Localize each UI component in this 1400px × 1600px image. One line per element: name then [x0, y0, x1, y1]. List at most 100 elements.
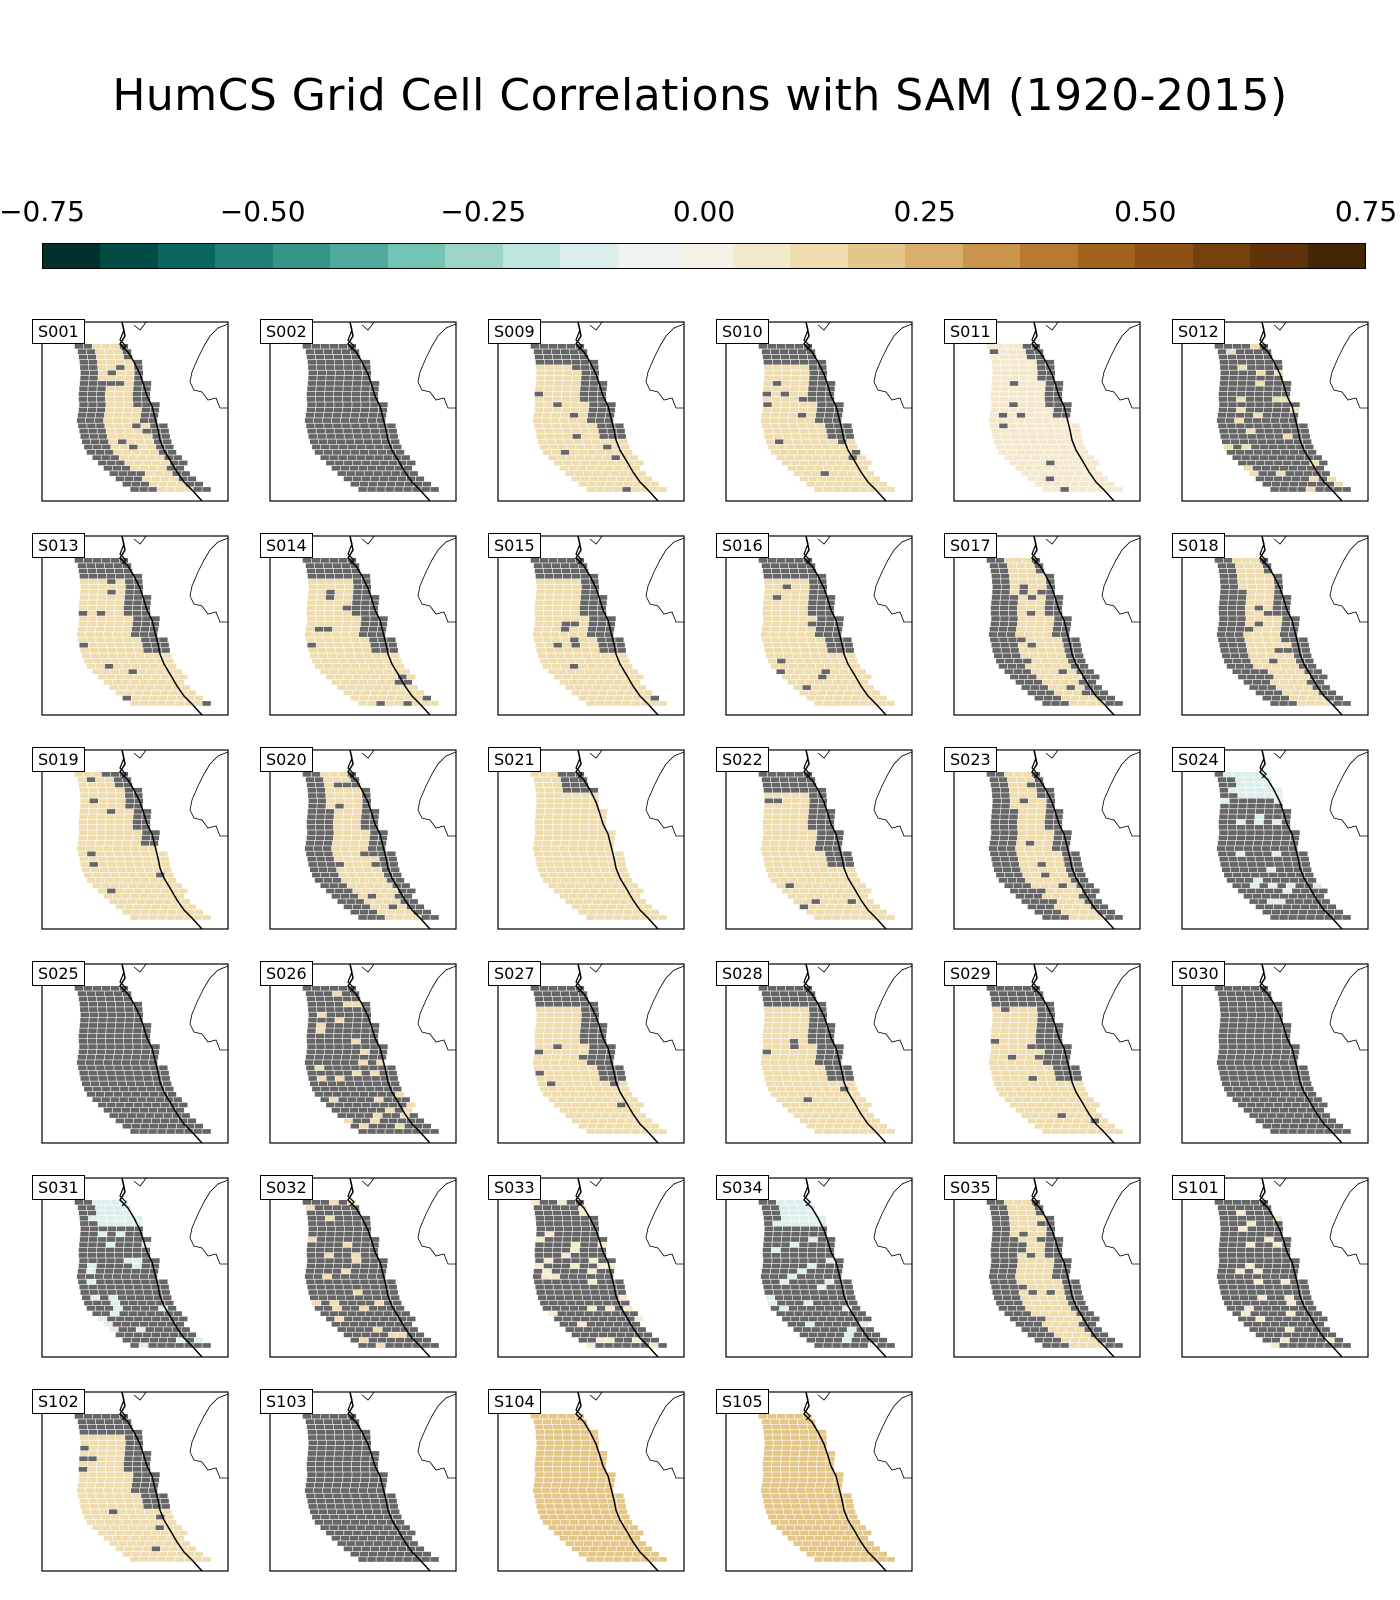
- grid-cell: [361, 402, 370, 407]
- grid-cell: [809, 862, 818, 867]
- grid-cell: [335, 888, 344, 894]
- grid-cell: [359, 664, 369, 669]
- grid-cell: [366, 444, 375, 450]
- river-mark: [361, 963, 375, 973]
- grid-cell: [350, 664, 360, 669]
- grid-cell: [335, 1076, 344, 1081]
- grid-cell: [1064, 648, 1073, 653]
- grid-cell: [88, 830, 97, 835]
- grid-cell: [557, 344, 567, 349]
- grid-cell: [1243, 846, 1253, 851]
- grid-cell: [1270, 701, 1279, 706]
- grid-cell: [832, 893, 842, 899]
- grid-cell: [588, 851, 597, 857]
- grid-cell: [799, 830, 808, 835]
- grid-cell: [1036, 600, 1045, 606]
- grid-cell: [1017, 835, 1027, 841]
- grid-cell: [543, 782, 553, 788]
- grid-cell: [1246, 573, 1256, 579]
- grid-cell: [777, 444, 786, 450]
- grid-cell: [306, 611, 316, 616]
- grid-cell: [1010, 365, 1019, 370]
- grid-cell: [1015, 893, 1025, 899]
- grid-cell: [1273, 386, 1282, 392]
- grid-cell: [385, 915, 394, 920]
- grid-cell: [597, 621, 607, 627]
- grid-cell: [780, 605, 790, 611]
- grid-cell: [350, 1123, 359, 1129]
- grid-cell: [112, 679, 122, 685]
- grid-cell: [343, 809, 353, 814]
- grid-cell: [361, 616, 370, 621]
- grid-cell: [1263, 782, 1273, 788]
- grid-cell: [80, 370, 89, 376]
- grid-cell: [823, 915, 832, 920]
- grid-cell: [132, 611, 142, 616]
- grid-cell: [1236, 391, 1246, 397]
- grid-cell: [1091, 460, 1100, 466]
- grid-cell: [762, 825, 772, 830]
- grid-cell: [114, 611, 124, 616]
- grid-cell: [74, 344, 84, 349]
- grid-cell: [1270, 632, 1280, 637]
- grid-cell: [570, 354, 580, 360]
- grid-cell: [155, 455, 164, 460]
- grid-cell: [589, 573, 599, 579]
- grid-cell: [1297, 679, 1307, 685]
- grid-cell: [780, 397, 790, 402]
- grid-cell: [571, 402, 580, 407]
- grid-cell: [798, 637, 807, 643]
- grid-cell: [635, 674, 644, 680]
- grid-cell: [649, 701, 658, 706]
- grid-cell: [161, 674, 170, 680]
- grid-cell: [869, 695, 878, 701]
- grid-cell: [1301, 460, 1310, 466]
- grid-cell: [862, 904, 872, 910]
- grid-cell: [1058, 455, 1067, 460]
- grid-cell: [575, 772, 585, 777]
- grid-cell: [107, 584, 116, 590]
- grid-cell: [1307, 909, 1316, 915]
- grid-cell: [1313, 669, 1322, 674]
- grid-cell: [134, 1102, 143, 1108]
- grid-cell: [152, 1102, 161, 1108]
- grid-cell: [589, 428, 598, 434]
- grid-cell: [380, 434, 389, 439]
- grid-cell: [358, 679, 368, 685]
- map-panel-plot: [1181, 749, 1369, 930]
- grid-cell: [779, 626, 789, 632]
- grid-cell: [110, 986, 120, 991]
- grid-cell: [308, 434, 317, 439]
- grid-cell: [1001, 798, 1010, 804]
- grid-cell: [809, 460, 818, 466]
- grid-cell: [589, 359, 599, 365]
- grid-cell: [581, 460, 590, 466]
- grid-cell: [992, 375, 1001, 381]
- grid-cell: [166, 679, 176, 685]
- grid-cell: [860, 481, 869, 487]
- grid-cell: [379, 642, 388, 648]
- grid-cell: [353, 579, 362, 584]
- grid-cell: [1016, 840, 1026, 846]
- grid-cell: [129, 1086, 138, 1092]
- grid-cell: [322, 846, 332, 851]
- grid-cell: [833, 450, 843, 455]
- grid-cell: [306, 397, 316, 402]
- grid-cell: [800, 460, 809, 466]
- grid-cell: [556, 867, 565, 873]
- grid-cell: [113, 1054, 123, 1060]
- grid-cell: [797, 878, 807, 883]
- grid-cell: [1072, 690, 1082, 696]
- grid-cell: [572, 375, 581, 381]
- grid-cell: [361, 386, 370, 392]
- grid-cell: [1027, 573, 1037, 579]
- grid-cell: [343, 1044, 352, 1049]
- grid-cell: [1087, 679, 1097, 685]
- grid-cell: [326, 460, 335, 466]
- grid-cell: [1294, 653, 1303, 659]
- grid-cell: [422, 1123, 431, 1129]
- grid-cell: [347, 772, 357, 777]
- grid-cell: [134, 862, 143, 867]
- grid-cell: [1051, 418, 1061, 423]
- grid-cell: [1059, 658, 1068, 664]
